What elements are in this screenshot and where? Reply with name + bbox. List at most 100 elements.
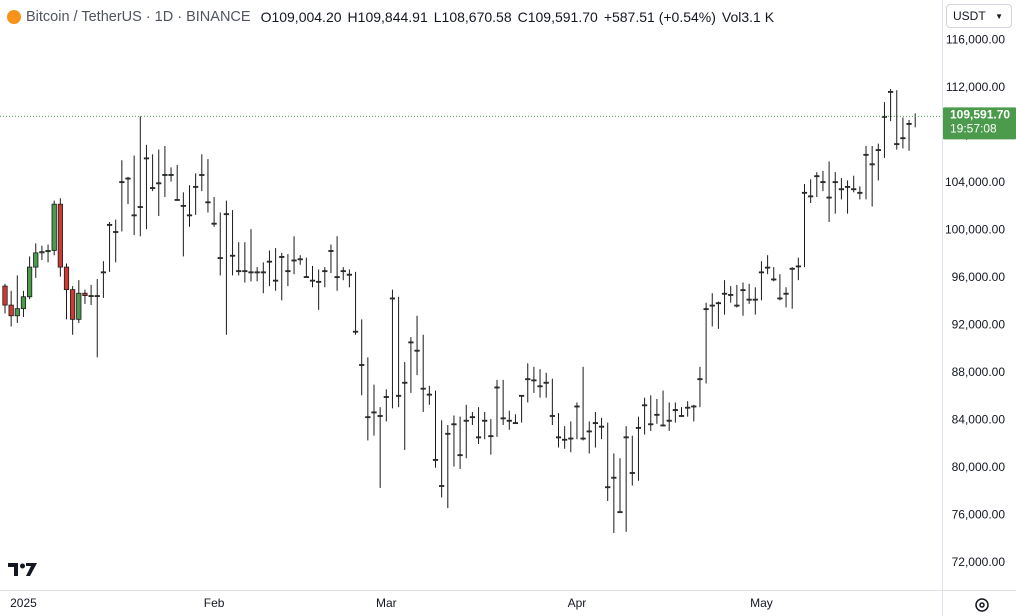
candle-body (562, 438, 568, 441)
change: +587.51 (+0.54%) (603, 9, 716, 25)
y-tick-label: 72,000.00 (952, 555, 1006, 569)
candle-body (475, 436, 482, 439)
candle-body (33, 252, 39, 268)
y-tick-label: 116,000.00 (946, 33, 1005, 47)
candle-body (642, 404, 648, 407)
candle-body (543, 381, 549, 384)
candle-body (248, 271, 254, 274)
candle-body (340, 270, 346, 273)
candle-body (697, 378, 703, 381)
tradingview-logo (8, 563, 37, 576)
candle-body (537, 385, 543, 388)
candle-body (408, 341, 414, 344)
ohlc-label: H (347, 9, 358, 25)
candle-body (199, 174, 205, 176)
candle-body (857, 191, 863, 194)
y-tick-label: 92,000.00 (952, 317, 1006, 331)
candle-body (844, 185, 851, 188)
candle-body (205, 201, 211, 204)
candle-body (888, 91, 894, 93)
candle-body (260, 271, 266, 274)
candle-body (869, 163, 875, 166)
y-tick-label: 112,000.00 (946, 80, 1005, 94)
candle-body (426, 393, 432, 396)
candle-body (156, 182, 162, 185)
candle-body (752, 298, 758, 301)
candle-body (334, 276, 340, 278)
candle-body (20, 296, 27, 310)
volume-label: Vol (721, 9, 742, 25)
candle-body (242, 270, 248, 273)
candle-body (119, 181, 125, 184)
candle-body (900, 137, 906, 140)
x-tick-label: Apr (568, 596, 587, 610)
candle-body (469, 416, 476, 419)
candle-body (180, 204, 186, 207)
candle-body (611, 476, 617, 479)
x-tick-label: Mar (376, 596, 397, 610)
candle-body (463, 419, 469, 422)
candle-body (488, 435, 494, 438)
candle-body (672, 409, 678, 411)
x-tick-label: Feb (204, 596, 225, 610)
candle-body (512, 422, 519, 425)
candle-body (8, 304, 14, 317)
countdown: 19:57:08 (950, 122, 997, 136)
candle-body (494, 386, 500, 389)
candle-body (808, 195, 814, 198)
candle-body (291, 259, 297, 262)
candle-body (371, 411, 377, 414)
candle-body (728, 294, 734, 296)
candle-body (266, 260, 273, 263)
candle-body (14, 308, 20, 317)
candle-body (703, 308, 709, 311)
candle-body (137, 206, 143, 208)
candle-body (328, 250, 334, 252)
ohlc-value: 108,670.58 (441, 9, 512, 25)
candle-body (2, 285, 8, 306)
candle-body (832, 181, 838, 184)
y-tick-label: 76,000.00 (952, 507, 1006, 521)
candle-body (125, 177, 131, 180)
y-tick-label: 84,000.00 (952, 412, 1006, 426)
candle-body (309, 279, 316, 282)
candle-body (402, 381, 408, 384)
candle-body (715, 302, 722, 305)
candle-body (894, 143, 900, 146)
ohlc-label: C (517, 9, 528, 25)
candle-body (660, 424, 666, 427)
candle-body (432, 459, 439, 461)
settings-icon[interactable] (975, 598, 989, 612)
last-price-label: 109,591.70 (950, 108, 1010, 122)
candle-body (457, 454, 463, 457)
x-tick-label: May (750, 596, 773, 610)
candle-body (592, 422, 599, 425)
candle-body (814, 175, 820, 178)
candle-body (906, 123, 912, 125)
candle-body (525, 378, 531, 381)
candle-body (39, 251, 45, 254)
y-tick-label: 80,000.00 (952, 460, 1006, 474)
candle-body (303, 276, 309, 278)
candle-body (617, 511, 623, 514)
legend: Bitcoin / TetherUS · 1D · BINANCE O 109,0… (7, 7, 780, 27)
candle-body (445, 432, 451, 435)
candle-body (605, 486, 611, 489)
candle-body (623, 436, 629, 439)
candle-body (193, 185, 199, 188)
y-tick-label: 96,000.00 (952, 270, 1006, 284)
candle-body (500, 417, 506, 420)
candle-body (783, 292, 789, 295)
candle-body (758, 271, 765, 274)
candle-body (734, 304, 740, 307)
candle-body (316, 280, 322, 283)
currency-dropdown[interactable]: USDT ▼ (946, 4, 1012, 28)
currency: USDT (953, 9, 986, 23)
candle-body (451, 423, 457, 426)
candle-body (76, 292, 82, 320)
candle-body (217, 257, 223, 260)
candle-body (519, 394, 525, 397)
chart-title: Bitcoin / TetherUS · 1D · BINANCE (26, 9, 251, 25)
ohlc-label: L (433, 9, 442, 25)
